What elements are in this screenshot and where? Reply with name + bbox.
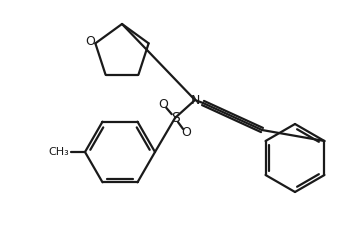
Text: N: N <box>190 93 200 106</box>
Text: S: S <box>171 111 179 125</box>
Text: O: O <box>86 35 96 48</box>
Text: O: O <box>181 126 191 139</box>
Text: O: O <box>158 97 168 110</box>
Text: CH₃: CH₃ <box>48 147 69 157</box>
